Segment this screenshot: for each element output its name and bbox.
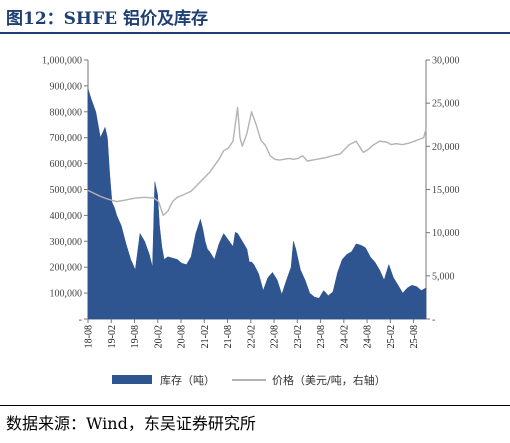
- left-tick-label: 400,000: [50, 211, 83, 222]
- x-tick-label: 19-02: [107, 325, 118, 348]
- left-axis-ticks: - 100,000 200,000 300,000 400,000 500,000 600,…: [42, 56, 88, 326]
- x-axis-ticks: 18-08 19-02 19-08 20-02 20-08 21-02 21-08 22-02…: [84, 319, 420, 348]
- right-tick-label: 15,000: [432, 185, 460, 196]
- right-tick-label: -: [432, 315, 435, 326]
- left-tick-label: 200,000: [50, 263, 83, 274]
- legend-label-inventory: 库存（吨）: [160, 373, 215, 387]
- x-tick-label: 21-08: [223, 325, 234, 348]
- x-tick-label: 23-08: [316, 325, 327, 348]
- legend-label-price: 价格（美元/吨，右轴）: [272, 373, 386, 387]
- left-tick-label: 500,000: [50, 185, 83, 196]
- right-tick-label: 25,000: [432, 99, 460, 110]
- legend-swatch-inventory: [112, 375, 152, 384]
- x-tick-label: 22-02: [246, 325, 257, 348]
- x-tick-label: 20-02: [153, 325, 164, 348]
- x-tick-label: 25-08: [409, 325, 420, 348]
- x-tick-label: 24-02: [339, 325, 350, 348]
- inventory-area-layer: [87, 88, 427, 320]
- chart-title: 图12：SHFE 铝价及库存: [6, 9, 208, 29]
- left-tick-label: 700,000: [50, 133, 83, 144]
- x-tick-label: 22-08: [270, 325, 281, 348]
- left-tick-label: 100,000: [50, 289, 83, 300]
- source-note: 数据来源：Wind，东吴证券研究所: [6, 414, 256, 433]
- left-tick-label: 800,000: [50, 107, 83, 118]
- x-tick-label: 21-02: [200, 325, 211, 348]
- left-tick-label: 600,000: [50, 159, 83, 170]
- left-tick-label: 900,000: [50, 81, 83, 92]
- right-axis-ticks: - 5,000 10,000 15,000 20,000 25,000 30,000: [426, 56, 460, 326]
- x-tick-label: 19-08: [130, 325, 141, 348]
- series-price-line: [87, 106, 427, 217]
- left-tick-label: -: [79, 315, 82, 326]
- right-tick-label: 30,000: [432, 56, 460, 67]
- legend: 库存（吨） 价格（美元/吨，右轴）: [112, 373, 386, 387]
- chart: - 100,000 200,000 300,000 400,000 500,000 600,…: [42, 56, 460, 388]
- series-inventory-area: [87, 88, 427, 320]
- left-tick-label: 1,000,000: [42, 56, 82, 67]
- right-tick-label: 10,000: [432, 228, 460, 239]
- x-tick-label: 20-08: [177, 325, 188, 348]
- right-tick-label: 5,000: [432, 271, 455, 282]
- right-tick-label: 20,000: [432, 142, 460, 153]
- left-tick-label: 300,000: [50, 237, 83, 248]
- bottom-rule: [0, 405, 510, 406]
- x-tick-label: 24-08: [363, 325, 374, 348]
- price-line-layer: [87, 106, 427, 217]
- x-tick-label: 18-08: [84, 325, 95, 348]
- title-rule: [0, 32, 510, 34]
- x-tick-label: 25-02: [386, 325, 397, 348]
- x-tick-label: 23-02: [293, 325, 304, 348]
